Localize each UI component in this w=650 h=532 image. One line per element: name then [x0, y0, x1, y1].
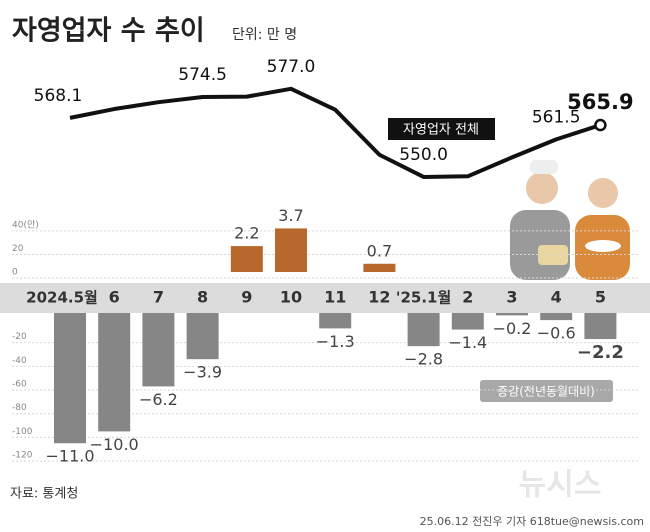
bar-value-label: −0.2 — [493, 319, 532, 338]
line-value-label: 565.9 — [567, 90, 633, 114]
bar — [584, 313, 617, 340]
line-legend-box — [388, 118, 495, 140]
bar-value-label: −6.2 — [139, 390, 178, 409]
x-tick-label: 12 — [368, 288, 390, 307]
bar — [98, 313, 131, 432]
x-tick-label: 4 — [551, 288, 562, 307]
unit: 단위: 만 명 — [232, 27, 297, 43]
bar — [186, 313, 219, 360]
chart-title: 자영업자 수 추이 — [12, 16, 205, 47]
bar-legend: 증감(전년동월대비) — [497, 385, 595, 399]
x-tick-label: 8 — [197, 288, 208, 307]
bar-value-label: 3.7 — [278, 206, 303, 225]
bar-value-label: −11.0 — [45, 447, 94, 466]
bar-value-label: −2.8 — [404, 350, 443, 369]
line-value-label: 574.5 — [178, 65, 227, 85]
x-tick-label: 2024.5월 — [26, 289, 98, 307]
line-value-label: 550.0 — [399, 145, 448, 165]
y-tick-label: -40 — [12, 356, 27, 366]
bar-value-label: −1.4 — [448, 333, 487, 352]
line-legend: 자영업자 전체 — [403, 123, 479, 138]
y-tick-label: -20 — [12, 332, 27, 342]
line — [69, 86, 602, 179]
x-tick-label: 11 — [324, 288, 346, 307]
bar — [275, 228, 307, 272]
bar-value-label: −10.0 — [90, 435, 139, 454]
bar — [230, 246, 263, 272]
bar — [363, 263, 396, 272]
bar — [142, 313, 175, 387]
x-tick-label: 6 — [109, 288, 120, 307]
bar — [319, 313, 352, 329]
logo: 뉴시스 — [519, 468, 602, 503]
x-tick-label: 9 — [241, 288, 252, 307]
bar-value-label: −3.9 — [183, 363, 222, 382]
credit: 25.06.12 전진우 기자 618tue@newsis.com — [420, 515, 644, 528]
bar — [496, 313, 528, 316]
bar-value-label: −2.2 — [577, 342, 624, 363]
x-tick-label: 7 — [153, 288, 164, 307]
line-value-label: 561.5 — [532, 107, 581, 127]
illustration — [510, 160, 630, 280]
bar-legend-box — [480, 380, 613, 402]
line-end-point — [594, 118, 607, 132]
source: 자료: 통계청 — [10, 487, 78, 502]
x-tick-label: 5 — [595, 288, 606, 307]
y-tick-label: 40(만) — [12, 219, 39, 230]
y-tick-label: -100 — [12, 427, 33, 437]
x-tick-label: '25.1월 — [396, 289, 451, 307]
y-tick-label: -60 — [12, 380, 27, 390]
y-tick-label: -80 — [12, 403, 27, 413]
y-tick-label: 20 — [12, 244, 24, 254]
bar-value-label: −0.6 — [537, 324, 576, 343]
bar — [54, 313, 86, 444]
bar — [407, 313, 440, 347]
y-tick-label: -120 — [12, 451, 33, 461]
bar-value-label: 2.2 — [234, 224, 259, 243]
month-band — [0, 283, 650, 313]
y-tick-label: 0 — [12, 268, 18, 278]
bar — [540, 313, 573, 321]
bar-value-label: 0.7 — [367, 241, 392, 260]
x-tick-label: 2 — [462, 288, 473, 307]
line-value-label: 568.1 — [34, 86, 83, 106]
bar — [451, 313, 484, 330]
x-tick-label: 10 — [280, 288, 302, 307]
x-tick-label: 3 — [506, 288, 517, 307]
line-value-label: 577.0 — [267, 57, 316, 77]
bar-value-label: −1.3 — [316, 332, 355, 351]
